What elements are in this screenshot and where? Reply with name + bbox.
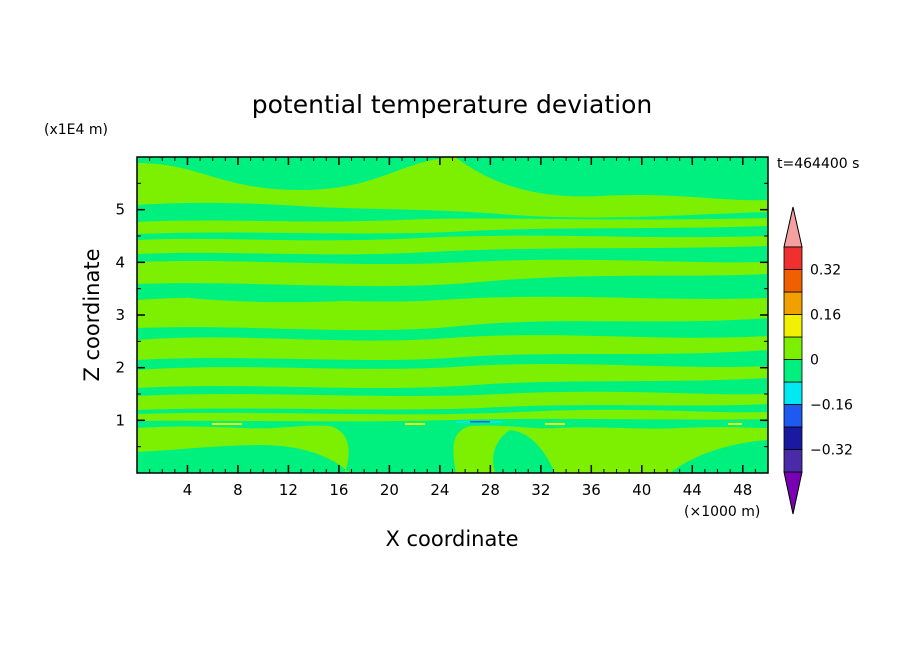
patch-2 (460, 284, 540, 295)
patch-1 (190, 287, 360, 303)
colorbar-lower-triangle (783, 471, 803, 515)
x-tick-label: 40 (632, 481, 651, 499)
band-4 (137, 259, 768, 287)
negative-patches (190, 248, 720, 303)
band-6 (137, 335, 768, 360)
y-unit-label: (x1E4 m) (44, 122, 108, 138)
patch-3 (600, 248, 720, 259)
x-tick-label: 12 (279, 481, 298, 499)
colorbar-segment (783, 449, 803, 473)
time-label: t=464400 s (777, 156, 859, 172)
y-axis: 1 2 3 4 5 (115, 182, 768, 448)
colorbar-segment (783, 381, 803, 405)
y-tick-label: 1 (115, 411, 125, 429)
band-8 (137, 391, 768, 410)
colorbar-segment (783, 291, 803, 315)
x-tick-label: 28 (481, 481, 500, 499)
colorbar-segment (783, 269, 803, 293)
feature-yellow-1 (212, 423, 242, 425)
small-features (212, 421, 742, 425)
colorbar: 0.32 0.16 0 −0.16 −0.32 (783, 206, 853, 515)
y-tick-label: 5 (115, 201, 125, 219)
colorbar-tick-label: −0.32 (810, 443, 853, 459)
colorbar-tick-label: −0.16 (810, 398, 853, 414)
positive-bands (137, 157, 768, 473)
colorbar-segment (783, 404, 803, 428)
colorbar-upper-triangle (783, 206, 803, 248)
band-9 (137, 409, 768, 422)
contour-field (137, 157, 768, 473)
colorbar-tick-label: 0 (810, 353, 819, 369)
x-tick-label: 8 (233, 481, 243, 499)
colorbar-segment (783, 314, 803, 338)
feature-yellow-4 (728, 423, 742, 425)
x-axis-title: X coordinate (385, 527, 518, 551)
x-tick-label: 44 (683, 481, 702, 499)
x-tick-label: 4 (183, 481, 193, 499)
colorbar-segment (783, 426, 803, 450)
y-tick-label: 3 (115, 306, 125, 324)
band-2 (137, 218, 768, 234)
band-top (137, 157, 768, 218)
colorbar-segment (783, 359, 803, 383)
feature-yellow-3 (545, 423, 565, 425)
band-3 (137, 235, 768, 255)
lower-region (137, 425, 768, 473)
x-tick-label: 48 (733, 481, 752, 499)
colorbar-segment (783, 336, 803, 360)
x-tick-label: 16 (329, 481, 348, 499)
band-5 (137, 296, 768, 331)
y-tick-label: 4 (115, 253, 125, 271)
x-tick-label: 32 (531, 481, 550, 499)
colorbar-segment (783, 246, 803, 270)
feature-blue (470, 421, 490, 423)
x-tick-label: 24 (430, 481, 449, 499)
x-unit-label: (×1000 m) (684, 504, 760, 520)
band-7 (137, 364, 768, 388)
x-axis: 4 8 12 16 20 24 28 32 36 40 44 48 (149, 157, 756, 499)
y-tick-label: 2 (115, 359, 125, 377)
colorbar-tick-label: 0.32 (810, 263, 841, 279)
x-tick-label: 36 (582, 481, 601, 499)
chart-title: potential temperature deviation (252, 90, 652, 119)
feature-yellow-2 (405, 423, 425, 425)
x-tick-label: 20 (380, 481, 399, 499)
y-axis-title: Z coordinate (80, 248, 104, 381)
colorbar-tick-label: 0.16 (810, 308, 841, 324)
